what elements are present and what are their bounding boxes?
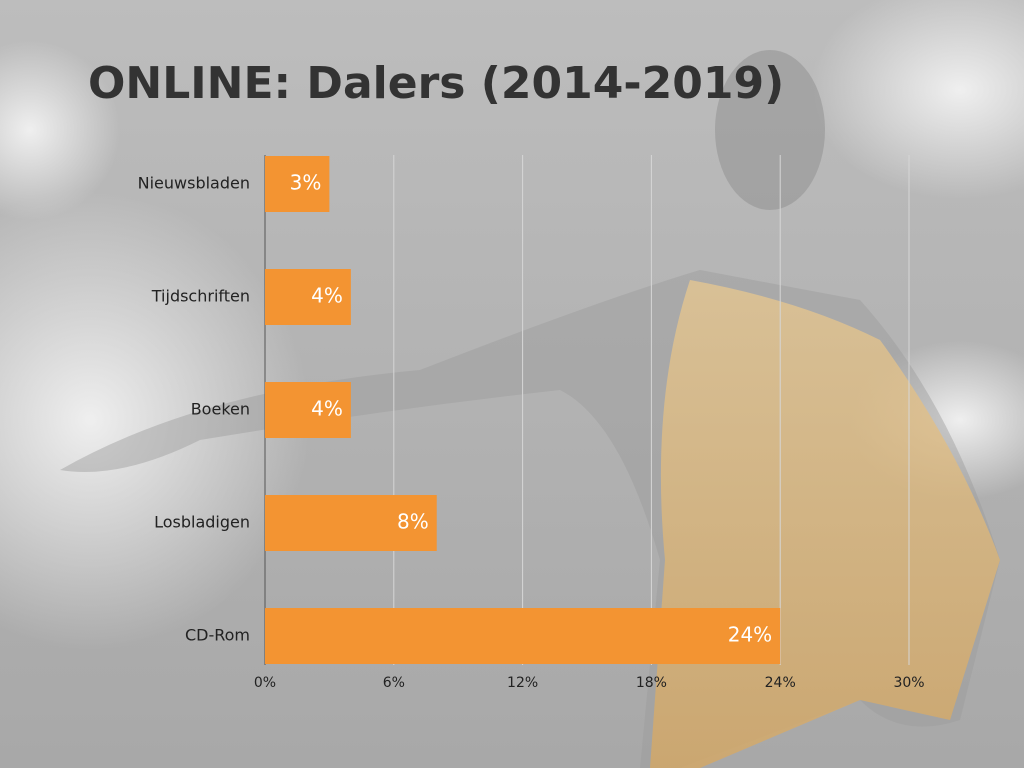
bar (265, 269, 351, 325)
y-tick-label: Tijdschriften (151, 287, 250, 306)
value-label: 4% (311, 397, 343, 421)
cloud (0, 190, 310, 650)
value-label: 8% (397, 510, 429, 534)
x-tick-label: 12% (507, 675, 538, 691)
cloud (0, 40, 120, 220)
bar (265, 608, 781, 664)
chart-title: ONLINE: Dalers (2014-2019) (88, 58, 784, 109)
cloud (810, 0, 1024, 200)
bar (265, 156, 330, 212)
x-tick-label: 18% (636, 675, 667, 691)
value-label: 4% (311, 284, 343, 308)
x-tick-label: 6% (383, 675, 405, 691)
bar (265, 382, 351, 438)
x-tick-label: 0% (254, 675, 276, 691)
y-tick-label: Losbladigen (154, 513, 250, 532)
bar (265, 495, 437, 551)
value-label: 3% (290, 171, 322, 195)
value-label: 24% (728, 623, 772, 647)
x-tick-label: 24% (765, 675, 796, 691)
plot-area: 0% 6% 12% 18% 24% 30% Nieuwsbladen 3% Tijdschrif… (138, 155, 925, 691)
y-tick-label: CD-Rom (185, 626, 250, 645)
head-shape (715, 50, 825, 210)
x-tick-label: 30% (893, 675, 924, 691)
y-tick-label: Nieuwsbladen (138, 174, 250, 193)
y-tick-label: Boeken (191, 400, 250, 419)
